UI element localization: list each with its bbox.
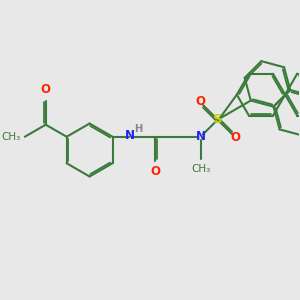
- Text: CH₃: CH₃: [1, 132, 20, 142]
- Text: O: O: [195, 95, 205, 108]
- Text: CH₃: CH₃: [191, 164, 210, 174]
- Text: S: S: [213, 113, 222, 126]
- Text: N: N: [125, 129, 135, 142]
- Text: O: O: [41, 83, 51, 96]
- Text: O: O: [230, 131, 240, 144]
- Text: O: O: [150, 165, 160, 178]
- Text: N: N: [196, 130, 206, 143]
- Text: H: H: [134, 124, 142, 134]
